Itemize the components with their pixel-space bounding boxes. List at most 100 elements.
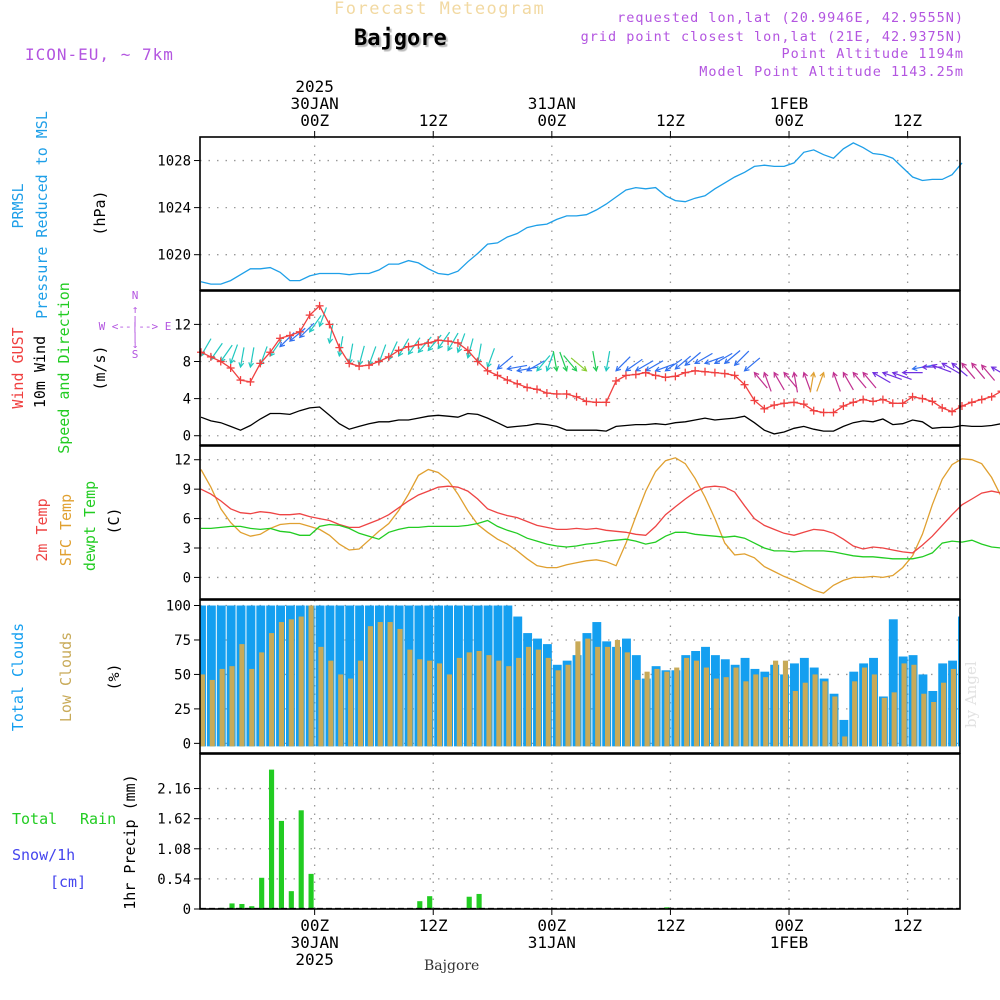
wind-arrow-head — [536, 365, 542, 372]
wind-arrow-shaft — [981, 364, 996, 381]
top-tick-label: 2025 — [295, 77, 334, 96]
gust-marker — [562, 389, 571, 398]
wind-arrow — [337, 336, 344, 358]
gust-marker — [730, 371, 739, 380]
model-altitude: Model Point Altitude 1143.25m — [699, 64, 964, 80]
wind-arrow-head — [881, 371, 888, 377]
low-cloud-bar — [753, 674, 759, 747]
gust-marker — [473, 357, 482, 366]
bottom-tick-label: 31JAN — [528, 933, 576, 952]
low-cloud-bar — [535, 649, 541, 747]
gust-marker — [799, 400, 808, 409]
gust-marker — [957, 402, 966, 411]
low-cloud-bar — [871, 674, 877, 747]
low-cloud-bar — [921, 693, 927, 747]
low-cloud-bar — [308, 605, 314, 747]
y-tick-label: 75 — [174, 633, 191, 649]
wind-arrow-shaft — [552, 350, 558, 371]
low-cloud-bar — [367, 626, 373, 747]
wind-arrow-head — [229, 358, 235, 365]
top-tick-label: 00Z — [300, 111, 329, 130]
wind-arrow-shaft — [417, 336, 432, 353]
wind-arrow-shaft — [249, 347, 255, 368]
low-cloud-bar — [407, 649, 413, 747]
low-cloud-bar — [259, 652, 265, 747]
wind-arrow-shaft — [378, 344, 387, 364]
gust-marker — [483, 366, 492, 375]
wind-arrow-head — [327, 338, 334, 345]
wind-arrow — [809, 371, 816, 393]
wind-arrow-head — [466, 352, 472, 360]
low-cloud-bar — [496, 660, 502, 747]
temp-label: 2m Temp — [33, 498, 51, 561]
y-tick-label: 3 — [183, 541, 191, 557]
low-cloud-bar — [931, 702, 937, 747]
low-cloud-bar — [861, 667, 868, 747]
wind-arrow — [694, 352, 713, 364]
low-cloud-bar — [239, 644, 245, 747]
gust-marker — [602, 398, 611, 407]
y-tick-label: 0 — [183, 429, 191, 445]
rain-bar — [268, 769, 275, 909]
gust-marker — [997, 390, 1000, 392]
panel-clouds: 0 25 50 75 100 — [166, 599, 961, 754]
wind-arrow-head — [288, 336, 295, 342]
wind-arrow-shaft — [842, 372, 854, 391]
wind-arrow-shaft — [862, 372, 877, 389]
wind-arrow-shaft — [714, 352, 733, 364]
panel-frame — [199, 445, 961, 600]
gust-marker — [444, 337, 453, 346]
wind-arrow — [624, 358, 643, 372]
gust-marker — [760, 404, 769, 413]
low-cloud-bar — [377, 622, 383, 747]
wind-arrow-head — [516, 367, 523, 373]
wind-arrow-head — [496, 364, 503, 370]
top-tick-label: 00Z — [775, 111, 804, 130]
low-cloud-bar — [684, 657, 690, 747]
wind-arrow-head — [931, 363, 938, 370]
wind-arrow-shaft — [892, 372, 912, 381]
low-cloud-bar — [941, 682, 947, 747]
low-cloud-bar — [200, 674, 205, 747]
wind-arrow-shaft — [299, 322, 315, 338]
model-label: ICON-EU, ~ 7km — [25, 45, 174, 64]
wind-arrow — [615, 356, 631, 372]
low-cloud-bar — [733, 667, 739, 747]
low-cloud-bar — [773, 660, 779, 747]
wind-arrow-shaft — [328, 323, 334, 344]
wind-arrow — [238, 347, 245, 369]
low-cloud-bar — [545, 657, 551, 747]
wind-arrow-head — [581, 365, 588, 372]
low-cloud-bar — [249, 668, 255, 747]
bottom-tick-label: 00Z — [537, 916, 566, 935]
wind-arrow-shaft — [635, 360, 654, 372]
gust-marker — [453, 338, 462, 347]
wind-arrow-shaft — [694, 352, 713, 364]
gust-marker — [542, 389, 551, 398]
wind-arrow-shaft — [536, 355, 551, 372]
low-clouds-label: Low Clouds — [57, 632, 75, 722]
wind-arrow — [816, 371, 825, 392]
pressure-label-1: PRMSL — [9, 183, 27, 228]
wind-arrow-shaft — [809, 372, 815, 393]
wind-arrow-head — [802, 371, 808, 378]
bottom-tick-label: 12Z — [419, 916, 448, 935]
bottom-location-label: Bajgore — [424, 958, 480, 974]
wind-arrow-shaft — [734, 350, 750, 366]
wind-arrow — [911, 364, 933, 372]
low-cloud-bar — [456, 657, 462, 747]
y-tick-label: 9 — [183, 482, 191, 498]
wind-arrow-shaft — [816, 372, 825, 392]
low-cloud-bar — [802, 682, 808, 747]
gust-marker — [770, 401, 779, 410]
bottom-tick-label: 30JAN — [291, 933, 339, 952]
sfc-temp-line — [200, 457, 1000, 594]
compass-bar-top: | — [132, 314, 139, 327]
wind-arrow-head — [592, 365, 599, 373]
wind-arrow-head — [604, 365, 610, 373]
wind-arrow — [791, 371, 799, 393]
gust-marker — [869, 397, 878, 406]
gust-marker — [878, 395, 887, 404]
gust-marker — [948, 407, 957, 416]
